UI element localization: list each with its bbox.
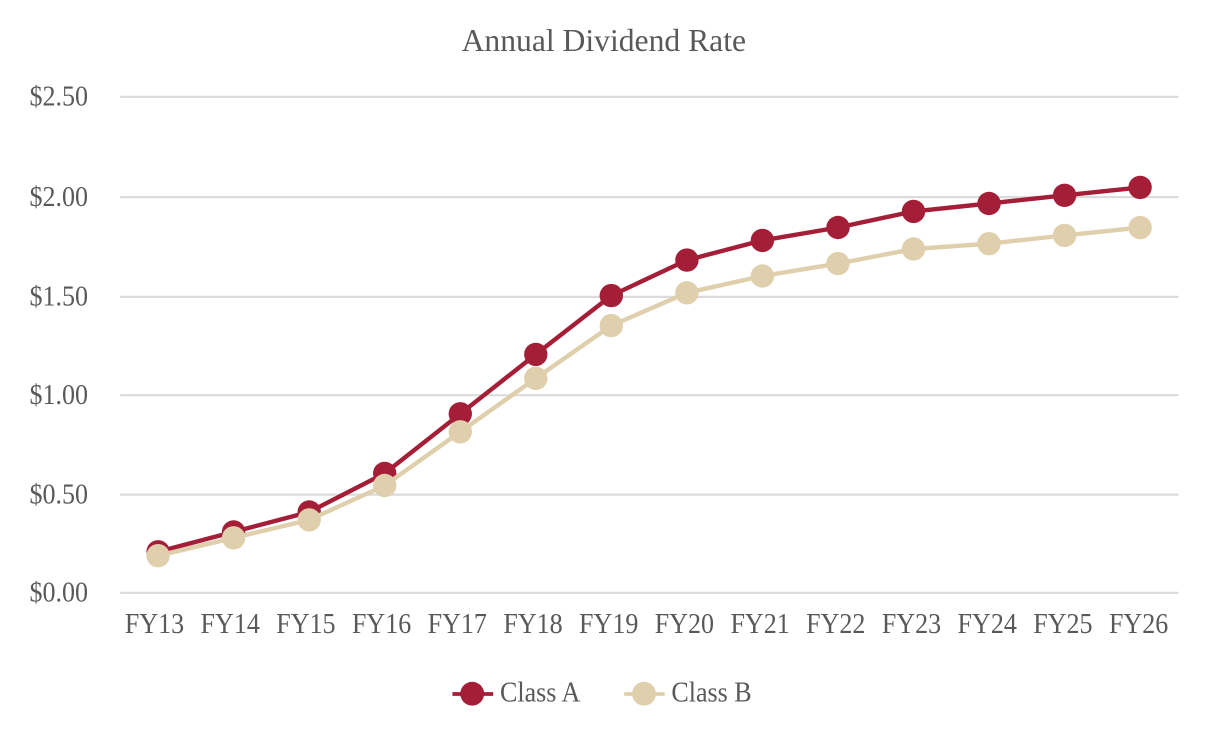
svg-text:FY24: FY24 — [958, 608, 1018, 639]
svg-text:$1.00: $1.00 — [29, 379, 88, 410]
svg-text:FY17: FY17 — [428, 608, 487, 639]
svg-text:FY25: FY25 — [1033, 608, 1092, 639]
svg-text:FY18: FY18 — [503, 608, 562, 639]
svg-text:FY26: FY26 — [1109, 608, 1168, 639]
svg-text:$0.50: $0.50 — [29, 479, 88, 510]
svg-text:FY15: FY15 — [276, 608, 335, 639]
svg-text:$2.00: $2.00 — [29, 181, 88, 212]
svg-text:Class A: Class A — [500, 677, 581, 708]
svg-text:Class B: Class B — [671, 677, 751, 708]
svg-text:FY13: FY13 — [125, 608, 184, 639]
svg-text:FY16: FY16 — [352, 608, 411, 639]
svg-text:FY22: FY22 — [806, 608, 865, 639]
svg-text:FY21: FY21 — [730, 608, 789, 639]
svg-text:$0.00: $0.00 — [29, 577, 88, 608]
svg-text:FY19: FY19 — [579, 608, 638, 639]
svg-text:$2.50: $2.50 — [29, 81, 88, 112]
svg-text:FY23: FY23 — [882, 608, 941, 639]
svg-text:Annual Dividend Rate: Annual Dividend Rate — [462, 23, 746, 58]
svg-text:FY14: FY14 — [201, 608, 261, 639]
svg-text:$1.50: $1.50 — [29, 281, 88, 312]
svg-text:FY20: FY20 — [655, 608, 714, 639]
